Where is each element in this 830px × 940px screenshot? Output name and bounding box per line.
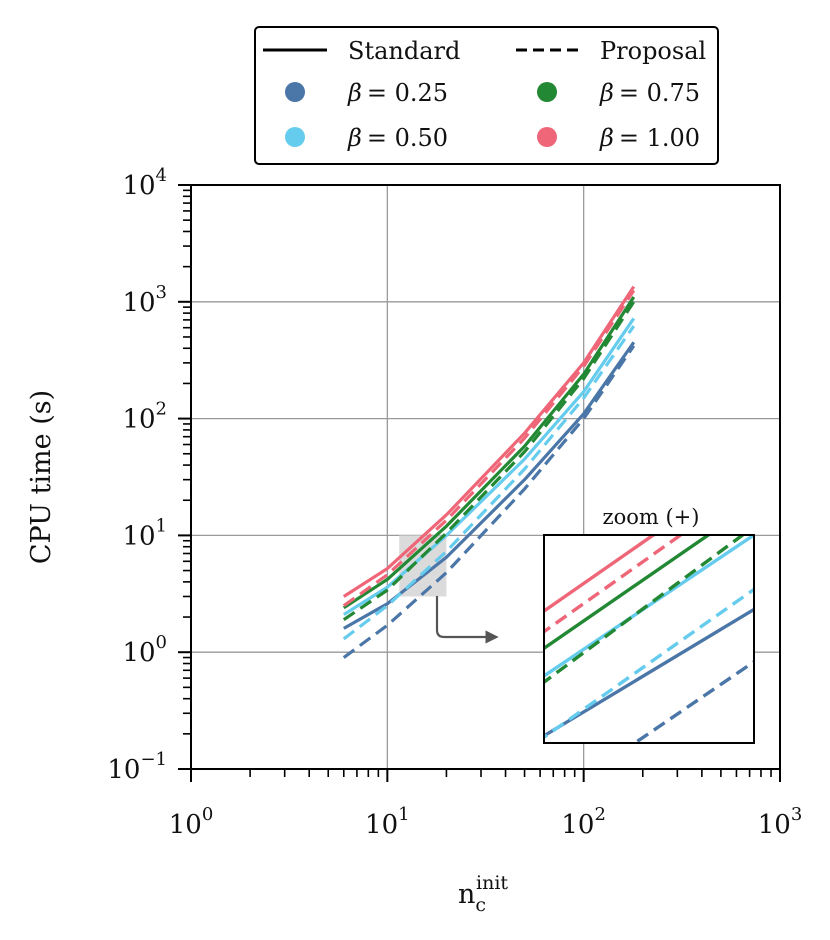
- y-axis-label: CPU time (s): [26, 390, 57, 564]
- inset-background: [544, 535, 754, 743]
- legend-box: [254, 26, 719, 165]
- x-axis-label-sub: c: [475, 894, 486, 916]
- y-tick-label: 104: [122, 165, 167, 201]
- legend-beta-025-marker: [285, 82, 305, 102]
- y-tick-label: 100: [122, 632, 167, 668]
- legend-beta-075-label: β = 0.75: [599, 79, 700, 107]
- x-axis-label-sup: init: [476, 872, 508, 894]
- inset-frame: [543, 534, 755, 744]
- series-line-beta-0-75-proposal: [342, 300, 636, 621]
- axes-frame: [190, 184, 781, 770]
- inset-title: zoom (+): [603, 505, 700, 529]
- legend: Standard Proposal β = 0.25 β = 0.75 β = 0.5…: [254, 26, 719, 165]
- legend-beta-025-label: β = 0.25: [347, 79, 448, 107]
- legend-beta-050-label: β = 0.50: [347, 124, 448, 152]
- y-tick-label: 103: [122, 282, 167, 318]
- series-layer: [342, 285, 636, 659]
- x-tick-label: 102: [561, 804, 606, 840]
- legend-beta-050-marker: [285, 127, 305, 147]
- series-line-beta-0-50-proposal: [342, 325, 636, 641]
- grid-layer: [191, 185, 780, 769]
- series-line-beta-1-00-standard: [342, 285, 636, 598]
- legend-beta-075-marker: [537, 82, 557, 102]
- series-line-beta-1-00-proposal: [342, 289, 636, 608]
- series-line-beta-0-25-standard: [342, 341, 636, 630]
- series-line-beta-0-25-proposal: [342, 344, 636, 659]
- y-tick-label: 102: [122, 399, 167, 435]
- x-tick-label: 103: [758, 804, 803, 840]
- x-axis-label-main: n: [458, 879, 475, 910]
- legend-beta-100-label: β = 1.00: [599, 124, 700, 152]
- y-tick-label: 101: [122, 515, 167, 551]
- zoom-inset: zoom (+): [543, 505, 755, 744]
- series-line-beta-0-50-standard: [342, 317, 636, 616]
- zoom-connector-arrow: [435, 596, 499, 644]
- legend-proposal-label: Proposal: [600, 37, 706, 65]
- x-tick-label: 101: [365, 804, 410, 840]
- x-tick-label: 100: [169, 804, 214, 840]
- series-line-beta-0-75-standard: [342, 296, 636, 610]
- y-tick-label: 10−1: [107, 749, 167, 785]
- legend-standard-label: Standard: [348, 37, 460, 65]
- x-axis-label: ncinit: [458, 872, 508, 916]
- legend-beta-100-marker: [537, 127, 557, 147]
